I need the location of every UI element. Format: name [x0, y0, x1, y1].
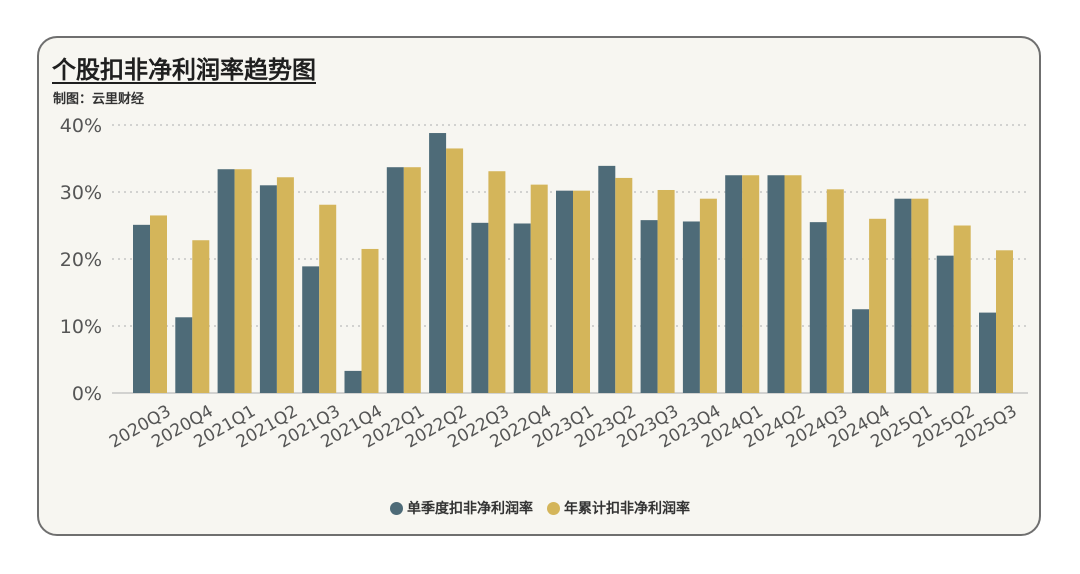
- bar-single-quarter: [133, 224, 150, 393]
- bar-single-quarter: [936, 255, 954, 393]
- y-axis-ticks: 0% 10% 20% 30% 40%: [60, 115, 102, 405]
- legend-swatch-year-cumulative: [547, 501, 560, 515]
- bar-single-quarter: [894, 198, 912, 393]
- bar-single-quarter: [302, 266, 320, 393]
- bars: [133, 133, 1013, 394]
- bar-year-cumulative: [403, 167, 421, 393]
- x-axis-ticks: 2020Q32020Q42021Q12021Q22021Q32021Q42022…: [106, 401, 1020, 452]
- bar-year-cumulative: [742, 175, 760, 393]
- bar-single-quarter: [682, 221, 700, 393]
- legend-item-single-quarter[interactable]: 单季度扣非净利润率: [390, 498, 533, 518]
- bar-year-cumulative: [530, 184, 548, 393]
- bar-year-cumulative: [953, 225, 971, 393]
- bar-single-quarter: [513, 223, 531, 393]
- bar-single-quarter: [429, 133, 447, 394]
- chart-source: 制图：云里财经: [53, 92, 145, 107]
- bar-year-cumulative: [192, 240, 210, 393]
- bar-year-cumulative: [996, 250, 1013, 393]
- legend-item-year-cumulative[interactable]: 年累计扣非净利润率: [547, 498, 690, 518]
- legend-label-year-cumulative: 年累计扣非净利润率: [564, 501, 690, 517]
- bar-year-cumulative: [657, 189, 675, 393]
- legend-swatch-single-quarter: [390, 501, 403, 515]
- bar-year-cumulative: [319, 204, 337, 393]
- bar-single-quarter: [175, 317, 193, 393]
- bar-year-cumulative: [911, 198, 929, 393]
- chart-title: 个股扣非净利润率趋势图: [52, 56, 316, 84]
- bar-single-quarter: [767, 175, 785, 393]
- bar-year-cumulative: [573, 190, 590, 393]
- y-tick-label: 30%: [60, 182, 102, 204]
- bar-single-quarter: [809, 222, 827, 393]
- bar-single-quarter: [556, 190, 573, 393]
- bar-year-cumulative: [699, 198, 717, 393]
- bar-year-cumulative: [488, 171, 506, 393]
- legend: 单季度扣非净利润率 年累计扣非净利润率: [0, 498, 1080, 518]
- bar-single-quarter: [725, 175, 743, 393]
- bar-single-quarter: [979, 312, 996, 393]
- bar-single-quarter: [259, 185, 277, 393]
- bar-single-quarter: [640, 220, 658, 393]
- bar-year-cumulative: [869, 218, 887, 393]
- bar-year-cumulative: [826, 189, 844, 393]
- bar-single-quarter: [598, 165, 616, 393]
- bar-single-quarter: [386, 167, 404, 393]
- y-tick-label: 40%: [60, 115, 102, 137]
- bar-single-quarter: [217, 169, 235, 393]
- bar-single-quarter: [344, 370, 362, 393]
- y-tick-label: 10%: [60, 316, 102, 338]
- bar-year-cumulative: [446, 148, 464, 393]
- bar-year-cumulative: [234, 169, 252, 393]
- bar-year-cumulative: [150, 215, 167, 393]
- bar-year-cumulative: [276, 177, 294, 393]
- y-tick-label: 0%: [72, 383, 102, 405]
- bar-year-cumulative: [784, 175, 802, 393]
- legend-label-single-quarter: 单季度扣非净利润率: [407, 501, 533, 517]
- bar-year-cumulative: [361, 248, 379, 393]
- bar-single-quarter: [852, 309, 870, 393]
- y-tick-label: 20%: [60, 249, 102, 271]
- bar-single-quarter: [471, 222, 489, 393]
- bar-year-cumulative: [615, 177, 633, 393]
